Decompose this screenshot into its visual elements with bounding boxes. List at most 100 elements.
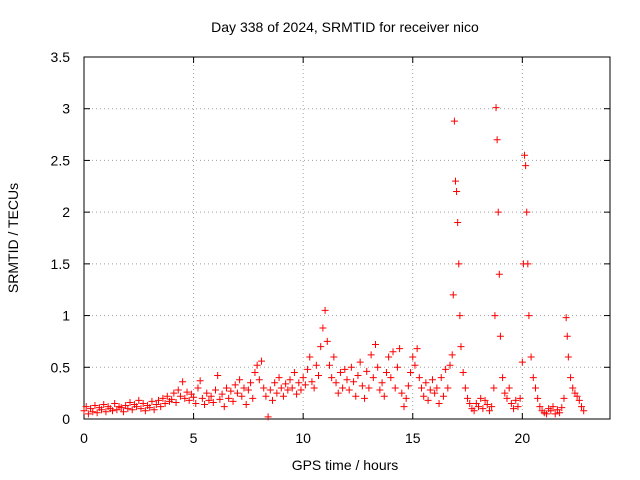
data-point [435,399,443,407]
y-tick-label: 0 [62,411,70,427]
axis-ticks [83,56,610,420]
data-point [491,312,499,320]
data-point [260,384,268,392]
data-point [111,399,119,407]
data-point [411,361,419,369]
data-point [358,382,366,390]
data-point [323,337,331,345]
data-point [288,384,296,392]
data-point [398,389,406,397]
data-point [437,374,445,382]
y-tick-label: 3.5 [51,49,71,65]
data-point [516,394,524,402]
data-point [391,384,399,392]
data-point [367,351,375,359]
data-point [212,386,219,394]
data-point [163,392,171,400]
data-point [295,379,303,387]
data-point [196,377,204,385]
data-point [82,403,90,411]
data-point [227,387,235,395]
x-tick-label: 15 [405,430,421,446]
data-point [573,392,581,400]
axis-tick-labels: 0 5 10 15 20 0 0.5 1 1.5 2 2.5 3 3.5 [51,49,531,446]
data-point [449,291,457,299]
data-point [205,396,213,404]
data-point [297,386,305,394]
data-point [282,380,290,388]
data-point [214,372,222,380]
data-point [308,378,316,386]
data-point [258,357,266,365]
data-point [361,394,369,402]
data-point [135,396,143,404]
data-point [222,384,230,392]
data-point [404,382,412,390]
data-point [382,368,390,376]
data-point [157,403,165,411]
data-point [575,396,583,404]
data-point [176,392,184,400]
data-point [409,353,417,361]
data-point [209,398,217,406]
data-point [558,404,566,412]
data-point [179,378,187,386]
data-point [304,365,312,373]
y-tick-label: 0.5 [51,359,71,375]
data-point [426,386,434,394]
x-tick-label: 0 [80,430,88,446]
data-point [328,374,336,382]
data-point [231,381,239,389]
data-point [146,404,154,412]
data-point [249,394,257,402]
data-point [306,353,314,361]
data-point [363,367,371,375]
data-point [371,341,379,349]
data-point [400,403,408,411]
data-point [137,405,145,413]
data-point [521,151,529,159]
data-point [455,260,463,268]
data-point [290,368,298,376]
data-point [365,384,373,392]
x-tick-label: 20 [515,430,531,446]
data-point [503,394,511,402]
data-point [255,376,263,384]
data-point [155,396,163,404]
data-point [369,374,377,382]
data-point [451,177,459,185]
data-point [439,392,447,400]
data-point [444,384,452,392]
data-point [446,361,454,369]
data-point [317,343,325,351]
data-point [518,358,526,366]
data-point [551,410,559,418]
data-point [496,332,504,340]
data-point [495,270,503,278]
data-point [198,394,206,402]
data-point [330,353,338,361]
data-point [536,403,544,411]
data-point [264,413,272,421]
data-point [192,399,200,407]
data-point [562,314,570,322]
data-point [494,208,502,216]
data-point [242,401,250,409]
data-point [185,396,193,404]
data-point [385,353,393,361]
data-point [293,390,301,398]
data-point [354,372,362,380]
data-point [374,363,382,371]
chart-title: Day 338 of 2024, SRMTID for receiver nic… [211,19,479,35]
data-point [499,374,507,382]
data-point [531,384,539,392]
data-point [128,406,136,414]
data-point [172,398,180,406]
y-tick-label: 2.5 [51,152,71,168]
data-point [233,389,241,397]
data-point [181,394,189,402]
data-point [431,389,439,397]
data-point [448,351,456,359]
plot-frame [83,56,611,420]
